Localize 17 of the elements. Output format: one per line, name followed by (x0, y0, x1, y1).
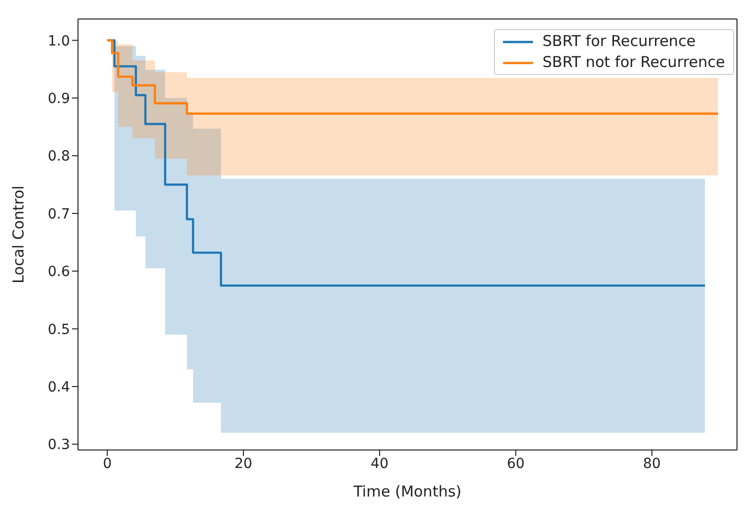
y-tick-label: 1.0 (48, 33, 70, 50)
x-axis-title: Time (Months) (352, 482, 462, 501)
y-tick-label: 0.4 (48, 380, 70, 396)
y-tick-label: 0.7 (48, 206, 70, 222)
y-tick-label: 0.8 (48, 148, 70, 165)
y-tick-label: 0.5 (48, 322, 70, 338)
x-tick-label: 80 (642, 456, 661, 472)
x-tick-label: 0 (102, 456, 112, 472)
y-tick-label: 0.3 (48, 437, 70, 454)
y-tick-label: 0.9 (48, 91, 70, 108)
x-tick-label: 20 (234, 456, 252, 472)
legend-label: SBRT for Recurrence (542, 31, 696, 52)
x-tick-label: 60 (506, 456, 525, 472)
y-tick-label: 0.6 (48, 264, 70, 280)
x-tick-label: 40 (370, 456, 388, 472)
y-axis-title: Local Control (9, 186, 28, 284)
legend-label: SBRT not for Recurrence (542, 52, 725, 73)
